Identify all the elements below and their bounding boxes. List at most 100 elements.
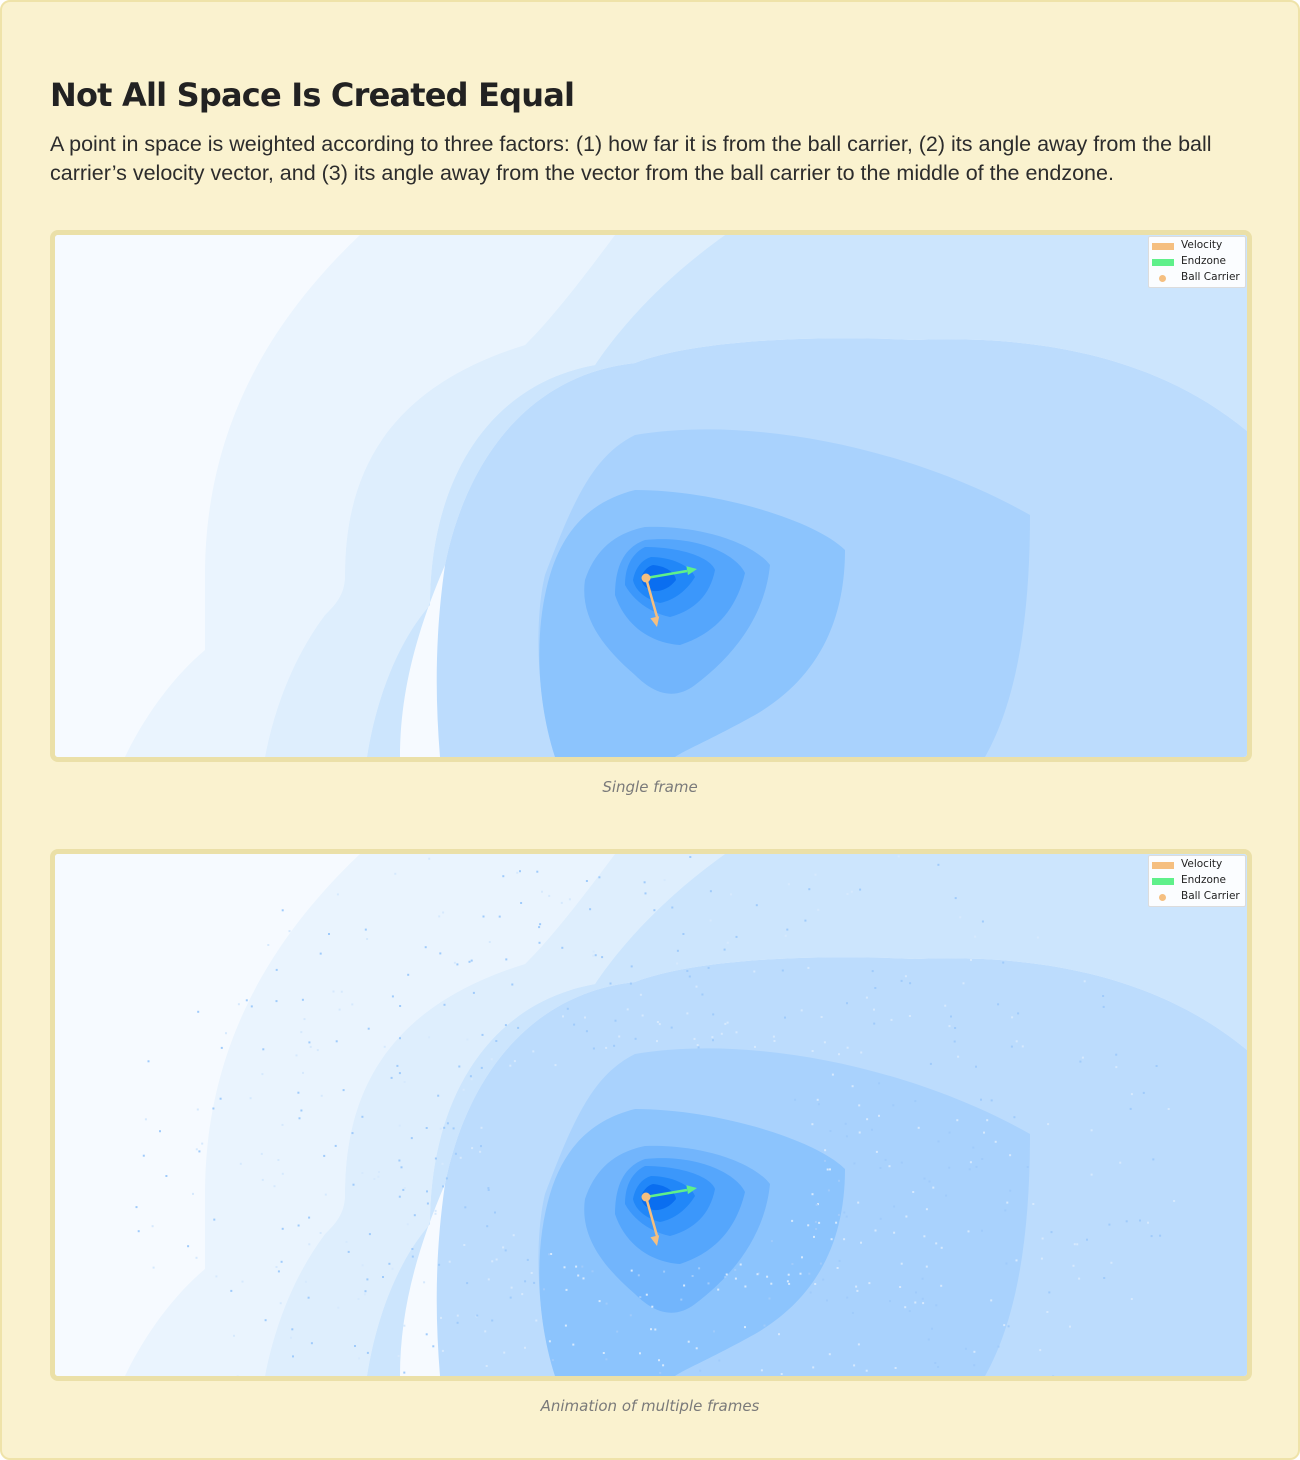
noise-speck [830,1238,833,1241]
noise-speck [739,1263,742,1266]
noise-speck [470,1078,473,1081]
noise-speck [498,915,501,918]
noise-speck [239,1162,242,1165]
noise-speck [300,1109,303,1112]
noise-speck [439,952,442,955]
noise-speck [504,1249,507,1252]
noise-speck [448,1260,451,1263]
noise-speck [756,1273,759,1276]
noise-speck [1004,1209,1007,1212]
noise-speck [390,1076,393,1079]
noise-speck [249,1097,252,1100]
noise-speck [734,1277,737,1280]
noise-speck [651,1305,654,1308]
noise-speck [873,1022,876,1025]
noise-speck [1076,1243,1079,1246]
noise-speck [470,959,473,962]
noise-speck [220,1046,223,1049]
ball-carrier-marker [641,1192,651,1202]
noise-speck [195,1256,198,1259]
noise-speck [533,1281,536,1284]
noise-speck [630,1269,633,1272]
noise-speck [279,1302,282,1305]
contour-level-12 [641,565,676,592]
noise-speck [1073,1243,1076,1246]
noise-speck [378,1171,380,1173]
noise-speck [464,1206,467,1209]
noise-speck [399,1005,402,1007]
noise-speck [829,1168,831,1171]
noise-speck [319,1232,322,1234]
noise-speck [1050,1231,1053,1234]
contour-level-2 [125,854,615,1376]
noise-speck [956,1119,959,1122]
noise-speck [391,995,394,998]
noise-speck [308,1216,311,1219]
noise-speck [718,1359,721,1362]
noise-speck [868,1282,871,1285]
noise-speck [1078,1277,1081,1280]
noise-speck [1021,1045,1024,1048]
noise-speck [352,1183,355,1186]
noise-speck [592,954,595,957]
noise-speck [846,1002,848,1005]
noise-speck [843,1238,846,1241]
noise-speck [784,934,787,937]
noise-speck [300,1031,303,1034]
noise-speck [472,991,475,994]
noise-speck [981,1229,983,1232]
legend-label: Velocity [1181,858,1223,870]
noise-speck [893,1231,896,1234]
noise-speck [908,1310,911,1313]
noise-speck [857,1201,860,1204]
noise-speck [425,1333,428,1336]
noise-speck [900,1262,903,1265]
noise-speck [195,1148,198,1151]
noise-speck [480,1145,482,1148]
noise-speck [400,1166,403,1169]
noise-speck [643,881,646,884]
noise-speck [663,879,666,882]
noise-speck [292,1355,294,1358]
noise-speck [142,1154,145,1157]
noise-speck [954,897,957,900]
noise-speck [889,1300,891,1303]
noise-speck [814,1283,817,1285]
noise-speck [366,1351,369,1354]
noise-speck [859,888,862,891]
noise-speck [826,1299,828,1302]
noise-speck [972,1146,975,1149]
contour-level-2 [125,235,615,757]
noise-speck [858,1104,861,1107]
noise-speck [973,1350,976,1353]
legend-item-velocity: Velocity [1149,857,1245,873]
noise-speck [456,1321,459,1324]
noise-speck [940,1284,943,1287]
chart-legend: Velocity Endzone Ball Carrier [1148,236,1246,288]
noise-speck [670,1026,673,1029]
noise-speck [338,1008,341,1011]
noise-speck [434,1212,437,1215]
noise-speck [481,1033,484,1036]
legend-item-ball-carrier: Ball Carrier [1149,889,1245,905]
noise-speck [894,1367,897,1369]
noise-speck [969,1161,972,1164]
noise-speck [443,1126,446,1129]
noise-speck [524,1280,527,1283]
noise-speck [443,1003,446,1006]
legend-label: Velocity [1181,239,1223,251]
noise-speck [634,1037,637,1040]
noise-speck [1142,1091,1145,1094]
noise-speck [644,892,647,895]
noise-speck [717,1288,720,1291]
noise-speck [905,1215,908,1218]
noise-speck [688,975,691,978]
noise-speck [432,1345,435,1348]
noise-speck [899,1286,902,1288]
noise-speck [639,1352,641,1355]
noise-speck [948,1131,951,1134]
noise-speck [519,870,521,873]
noise-speck [831,1073,834,1076]
contour-level-3 [265,854,725,1376]
noise-speck [347,1250,350,1253]
